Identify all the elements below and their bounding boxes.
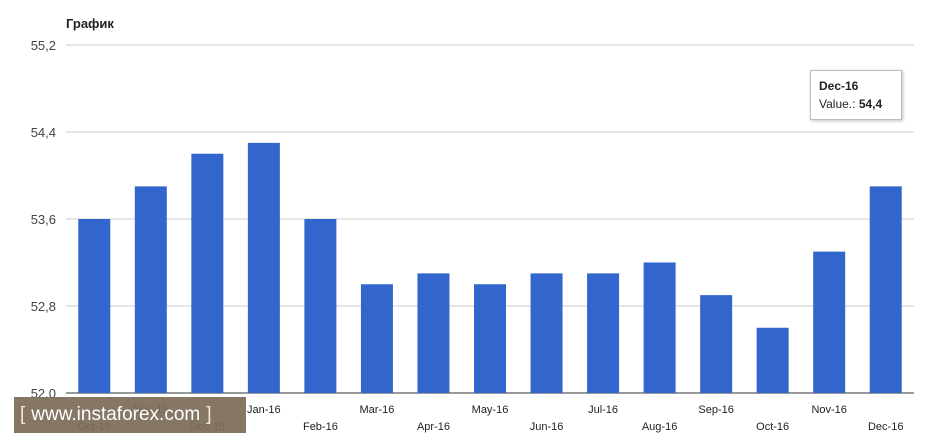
x-tick-label: Nov-16	[811, 404, 846, 416]
y-tick-label: 55,2	[31, 38, 56, 53]
y-tick-label: 53,6	[31, 212, 56, 227]
bar-may-16[interactable]	[474, 284, 506, 393]
bar-aug-16[interactable]	[643, 262, 676, 394]
chart-title: График	[66, 16, 114, 31]
x-tick-label: Sep-16	[698, 404, 733, 416]
bar-jul-16[interactable]	[587, 273, 620, 393]
bar-feb-16[interactable]	[304, 219, 337, 393]
tooltip-label: Value.:	[819, 97, 856, 111]
y-axis-ticks: 52,052,853,654,455,2	[31, 38, 56, 401]
x-tick-label: Aug-16	[642, 421, 677, 433]
x-tick-label: Dec-16	[868, 421, 903, 433]
y-tick-label: 52,8	[31, 299, 56, 314]
bars	[78, 142, 902, 394]
bar-nov-15[interactable]	[134, 186, 167, 393]
watermark-logo: [www.instaforex.com]	[14, 397, 246, 433]
bar-jan-16[interactable]	[247, 142, 280, 393]
y-tick-label: 54,4	[31, 125, 56, 140]
bar-sep-16[interactable]	[700, 295, 733, 393]
bar-mar-16[interactable]	[360, 284, 393, 393]
bar-nov-16[interactable]	[813, 251, 846, 393]
bar-oct-16[interactable]	[756, 327, 789, 393]
bar-oct-15[interactable]	[78, 219, 111, 393]
x-tick-label: Jan-16	[247, 404, 281, 416]
watermark-left-bracket: [	[20, 404, 26, 425]
bar-apr-16[interactable]	[417, 273, 450, 393]
x-tick-label: Jun-16	[530, 421, 564, 433]
bar-tooltip: Dec-16 Value.: 54,4	[810, 70, 902, 120]
tooltip-value: 54,4	[858, 97, 883, 111]
x-tick-label: Apr-16	[417, 421, 450, 433]
bar-dec-15[interactable]	[191, 153, 224, 393]
watermark-text: www.instaforex.com	[31, 404, 201, 425]
watermark-right-bracket: ]	[206, 404, 212, 425]
x-tick-label: May-16	[472, 404, 509, 416]
x-tick-label: Oct-16	[756, 421, 789, 433]
x-tick-label: Jul-16	[588, 404, 618, 416]
x-tick-label: Feb-16	[303, 421, 338, 433]
x-tick-label: Mar-16	[360, 404, 395, 416]
bar-jun-16[interactable]	[530, 273, 563, 393]
tooltip-category: Dec-16	[819, 79, 859, 93]
bar-dec-16[interactable]	[869, 186, 902, 393]
